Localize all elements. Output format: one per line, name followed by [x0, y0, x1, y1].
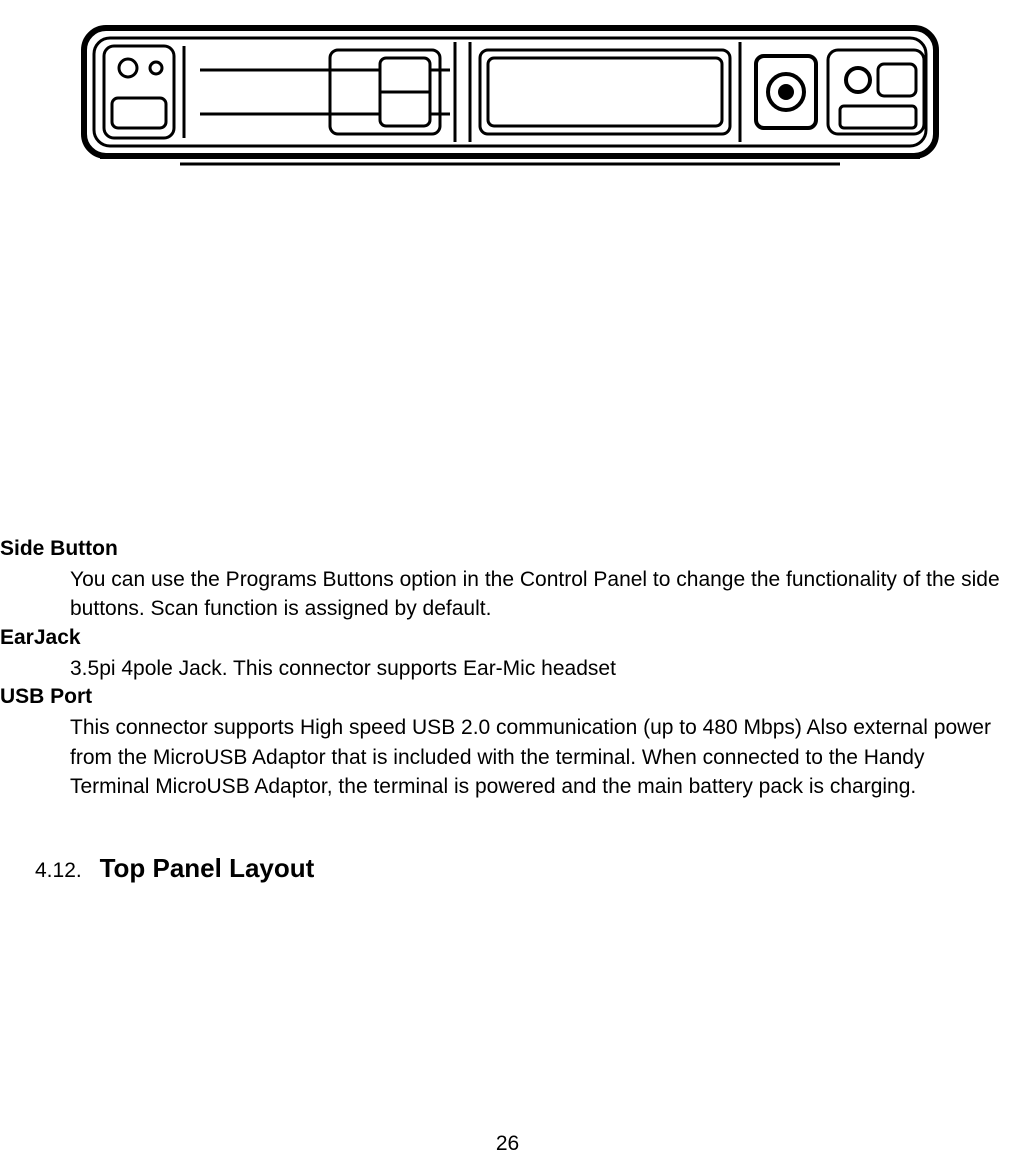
- earjack-body: 3.5pi 4pole Jack. This connector support…: [0, 654, 1005, 683]
- earjack-heading: EarJack: [0, 626, 1005, 650]
- section-title: Top Panel Layout: [100, 853, 315, 883]
- side-button-heading: Side Button: [0, 537, 1005, 561]
- usb-port-body: This connector supports High speed USB 2…: [0, 713, 1005, 801]
- page-number: 26: [0, 1132, 1015, 1156]
- top-panel-section: 4.12. Top Panel Layout: [0, 853, 1005, 884]
- text-content: Side Button You can use the Programs But…: [0, 535, 1015, 884]
- side-button-body: You can use the Programs Buttons option …: [0, 565, 1005, 624]
- device-side-diagram: [80, 20, 940, 180]
- usb-port-heading: USB Port: [0, 685, 1005, 709]
- section-number: 4.12.: [35, 859, 82, 882]
- document-page: Side Button You can use the Programs But…: [0, 0, 1015, 1174]
